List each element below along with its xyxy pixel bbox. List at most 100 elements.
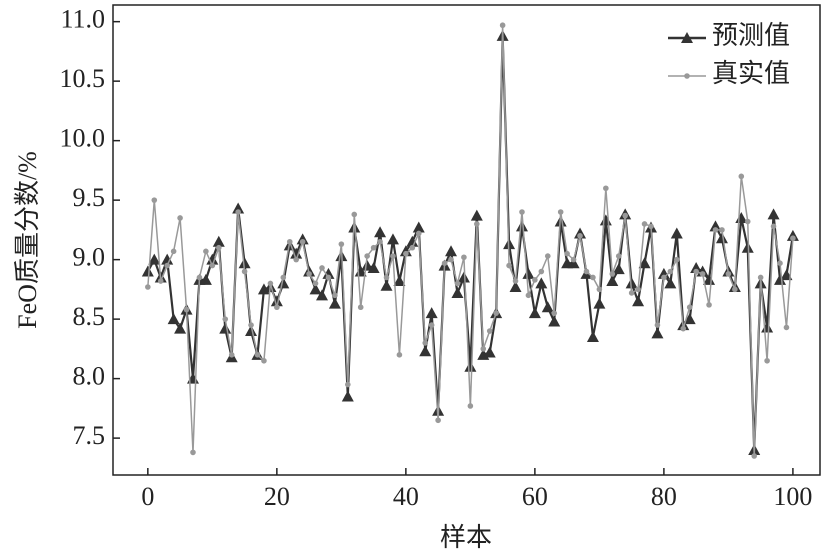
data-point (245, 325, 258, 337)
y-axis-label: FeO质量分数/% (13, 151, 42, 329)
data-point (228, 352, 235, 358)
data-point (461, 254, 467, 261)
data-point (270, 295, 283, 307)
legend-label: 真实值 (712, 59, 790, 88)
data-point (474, 221, 480, 227)
data-point (467, 403, 474, 409)
data-point (535, 277, 548, 289)
data-point (522, 267, 535, 279)
data-point (319, 265, 325, 271)
data-point (512, 278, 519, 284)
data-point (328, 297, 341, 309)
data-point (638, 257, 651, 269)
data-point (667, 268, 674, 275)
data-point (774, 273, 787, 285)
data-point (306, 271, 312, 277)
data-point (790, 235, 796, 242)
data-point (145, 284, 151, 290)
data-point (451, 286, 464, 298)
data-point (203, 248, 209, 255)
data-point (683, 313, 696, 325)
data-point (603, 185, 609, 192)
data-point (370, 244, 377, 251)
data-point (654, 322, 661, 328)
data-point (715, 232, 728, 244)
data-point (422, 340, 429, 346)
data-point (406, 235, 419, 247)
y-tick-label: 10.5 (60, 64, 106, 93)
data-point (751, 453, 758, 459)
data-point (177, 215, 183, 221)
data-point (164, 262, 170, 269)
data-point (267, 280, 274, 287)
data-point (657, 267, 670, 279)
x-tick-label: 40 (393, 482, 419, 511)
data-point (686, 304, 693, 311)
data-point (615, 253, 622, 259)
legend-marker (684, 73, 690, 79)
data-point (538, 268, 545, 275)
data-point (219, 322, 232, 334)
data-point (403, 250, 409, 257)
data-point (309, 283, 322, 295)
data-point (525, 292, 532, 299)
data-point (625, 277, 638, 289)
data-point (396, 352, 403, 358)
data-point (732, 286, 738, 293)
data-point (767, 208, 780, 220)
legend-marker (681, 32, 693, 43)
data-point (277, 277, 290, 289)
data-point (196, 274, 203, 281)
data-point (409, 244, 416, 251)
data-point (725, 271, 732, 277)
data-point (232, 202, 245, 214)
data-point (690, 261, 703, 273)
y-tick-label: 11.0 (60, 5, 105, 34)
data-point (361, 259, 374, 271)
data-point (590, 274, 596, 281)
data-point (761, 321, 774, 333)
data-point (170, 248, 177, 255)
data-point (483, 346, 496, 358)
data-point (235, 209, 241, 215)
x-tick-label: 80 (651, 482, 677, 511)
data-point (390, 253, 396, 259)
data-point (570, 256, 577, 263)
data-point (351, 211, 358, 218)
data-point (448, 256, 454, 263)
data-point (464, 360, 477, 372)
data-point (612, 263, 625, 275)
data-point (445, 245, 458, 257)
data-point (528, 307, 541, 319)
data-point (506, 262, 512, 269)
data-point (670, 227, 683, 239)
data-point (648, 223, 654, 230)
data-point (296, 233, 309, 245)
data-point (325, 274, 332, 281)
data-point (744, 218, 751, 225)
data-point (703, 273, 716, 285)
data-point (519, 209, 525, 215)
data-point (567, 257, 580, 269)
data-point (551, 310, 558, 316)
data-point (706, 302, 712, 308)
data-point (541, 301, 554, 313)
data-point (190, 449, 196, 456)
data-point (548, 315, 561, 327)
data-point (696, 265, 709, 277)
data-point (757, 274, 764, 281)
data-point (212, 235, 225, 247)
series-line (147, 25, 794, 456)
y-tick-label: 8.0 (73, 362, 106, 391)
data-point (419, 345, 432, 357)
data-point (161, 253, 174, 265)
data-point (457, 271, 470, 283)
data-point (470, 209, 483, 221)
y-tick-label: 7.5 (73, 421, 106, 450)
data-point (364, 253, 370, 259)
data-point (332, 292, 338, 299)
data-point (680, 325, 687, 332)
data-point (664, 277, 677, 289)
data-point (651, 327, 664, 339)
